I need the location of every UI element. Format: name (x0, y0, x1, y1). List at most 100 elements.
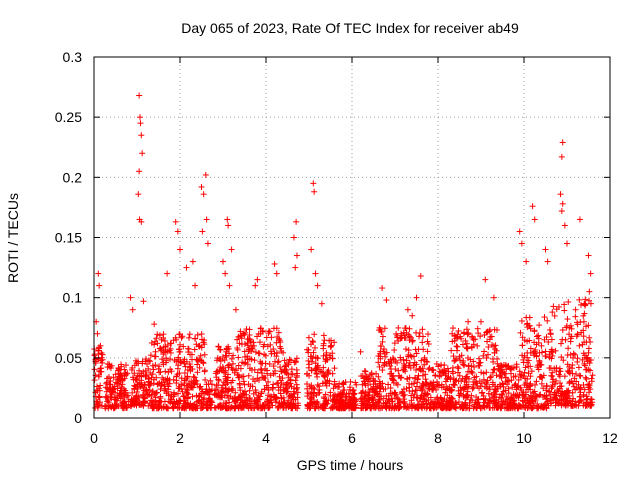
data-point (240, 378, 247, 385)
data-point (402, 364, 409, 371)
data-point (517, 374, 524, 381)
data-point (363, 373, 370, 380)
data-point (362, 389, 369, 396)
data-point (391, 395, 398, 402)
data-point (271, 260, 278, 267)
data-point (491, 385, 498, 392)
data-point (261, 341, 268, 348)
data-point (232, 306, 239, 313)
data-point (318, 368, 325, 375)
data-point (533, 393, 540, 400)
data-point (518, 317, 525, 324)
data-point (358, 373, 365, 380)
data-point (94, 383, 101, 390)
data-point (215, 377, 222, 384)
data-point (276, 373, 283, 380)
data-point (463, 326, 470, 333)
data-point (389, 373, 396, 380)
data-point (96, 345, 103, 352)
data-point (147, 369, 154, 376)
data-point (159, 356, 166, 363)
data-point (585, 252, 592, 259)
data-point (340, 387, 347, 394)
data-point (571, 351, 578, 358)
data-point (271, 350, 278, 357)
data-point (265, 404, 272, 411)
data-point (176, 346, 183, 353)
data-point (176, 331, 183, 338)
data-point (320, 345, 327, 352)
data-point (187, 351, 194, 358)
data-point (570, 383, 577, 390)
data-point (164, 380, 171, 387)
data-point (547, 391, 554, 398)
data-point (561, 400, 568, 407)
data-point (452, 357, 459, 364)
data-point (423, 358, 430, 365)
data-point (140, 368, 147, 375)
data-point (429, 381, 436, 388)
y-tick-label: 0.1 (63, 290, 83, 306)
data-point (325, 371, 332, 378)
data-point (205, 391, 212, 398)
data-point (163, 405, 170, 412)
data-point (364, 376, 371, 383)
data-point (552, 347, 559, 354)
data-point (576, 296, 583, 303)
data-point (488, 373, 495, 380)
data-point (158, 346, 165, 353)
data-point (114, 380, 121, 387)
data-point (536, 322, 543, 329)
data-point (358, 398, 365, 405)
data-point (571, 375, 578, 382)
data-point (561, 222, 568, 229)
y-tick-label: 0.15 (55, 230, 82, 246)
data-point (544, 317, 551, 324)
data-point (456, 372, 463, 379)
data-point (544, 398, 551, 405)
data-point (292, 359, 299, 366)
data-point (536, 374, 543, 381)
data-point (542, 348, 549, 355)
data-point (376, 388, 383, 395)
data-point (582, 374, 589, 381)
data-point (271, 358, 278, 365)
data-point (558, 153, 565, 160)
data-point (413, 329, 420, 336)
data-point (272, 399, 279, 406)
data-point (459, 341, 466, 348)
data-point (580, 382, 587, 389)
data-point (262, 365, 269, 372)
data-point (493, 347, 500, 354)
data-point (98, 356, 105, 363)
data-point (181, 370, 188, 377)
y-axis-label: ROTI / TECUs (5, 193, 21, 283)
data-point (199, 388, 206, 395)
data-point (422, 398, 429, 405)
data-point (131, 386, 138, 393)
data-point (181, 392, 188, 399)
data-point (372, 388, 379, 395)
data-point (383, 297, 390, 304)
data-point (121, 366, 128, 373)
data-point (455, 327, 462, 334)
data-point (490, 358, 497, 365)
data-point (156, 345, 163, 352)
data-point (507, 395, 514, 402)
data-point (419, 339, 426, 346)
data-point (420, 382, 427, 389)
data-point (412, 346, 419, 353)
data-point (308, 367, 315, 374)
data-point (244, 336, 251, 343)
data-point (212, 386, 219, 393)
data-point (473, 380, 480, 387)
data-point (517, 403, 524, 410)
data-point (246, 387, 253, 394)
data-point (383, 392, 390, 399)
data-point (481, 348, 488, 355)
data-point (193, 377, 200, 384)
data-point (490, 294, 497, 301)
data-point (520, 372, 527, 379)
data-point (477, 333, 484, 340)
data-point (428, 386, 435, 393)
